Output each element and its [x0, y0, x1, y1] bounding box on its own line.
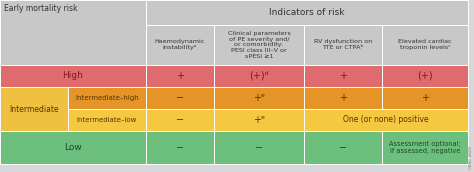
Bar	[304, 131, 382, 164]
Bar	[214, 25, 304, 65]
Bar	[382, 25, 468, 65]
Text: (+): (+)	[417, 71, 433, 81]
Text: +: +	[339, 93, 347, 103]
Text: +ᵉ: +ᵉ	[253, 93, 265, 103]
Bar	[146, 25, 214, 65]
Bar	[214, 65, 304, 87]
Bar	[214, 87, 304, 109]
Text: −: −	[255, 142, 263, 153]
Text: Elevated cardiac
troponin levelsᶜ: Elevated cardiac troponin levelsᶜ	[398, 39, 452, 50]
Text: Clinical parameters
of PE severity and/
or comorbidity:
PESI class III–V or
sPES: Clinical parameters of PE severity and/ …	[228, 31, 291, 59]
Text: Early mortality risk: Early mortality risk	[4, 4, 78, 13]
Bar	[304, 25, 382, 65]
Text: +: +	[176, 71, 184, 81]
Text: −: −	[176, 142, 184, 153]
Bar	[146, 87, 214, 109]
Text: Intermediate: Intermediate	[9, 105, 59, 114]
Bar	[382, 131, 468, 164]
Text: ©ESC 2019: ©ESC 2019	[469, 146, 473, 170]
Bar	[146, 65, 214, 87]
Bar	[146, 109, 214, 131]
Bar	[214, 109, 304, 131]
Bar	[68, 109, 146, 131]
Bar	[304, 109, 468, 131]
Bar	[0, 131, 146, 164]
Text: +ᵉ: +ᵉ	[253, 115, 265, 125]
Text: Assessment optional;
if assessed, negative: Assessment optional; if assessed, negati…	[389, 141, 461, 154]
Bar	[146, 131, 214, 164]
Text: High: High	[63, 72, 83, 80]
Text: Low: Low	[64, 143, 82, 152]
Text: Haemodynamic
instabilityᵃ: Haemodynamic instabilityᵃ	[155, 39, 205, 50]
Text: Intermediate–low: Intermediate–low	[77, 117, 137, 123]
Bar	[0, 0, 146, 65]
Text: −: −	[176, 115, 184, 125]
Bar	[214, 131, 304, 164]
Text: Intermediate–high: Intermediate–high	[75, 95, 139, 101]
Text: (+)ᵈ: (+)ᵈ	[249, 71, 269, 81]
Bar	[382, 65, 468, 87]
Text: +: +	[339, 71, 347, 81]
Text: −: −	[176, 93, 184, 103]
Text: One (or none) positive: One (or none) positive	[343, 116, 429, 125]
Bar	[146, 0, 468, 25]
Bar	[0, 65, 146, 87]
Bar	[304, 87, 382, 109]
Bar	[0, 87, 68, 131]
Text: −: −	[339, 142, 347, 153]
Bar	[304, 65, 382, 87]
Bar	[382, 87, 468, 109]
Text: RV dysfunction on
TTE or CTPAᵇ: RV dysfunction on TTE or CTPAᵇ	[314, 39, 372, 50]
Text: Indicators of risk: Indicators of risk	[269, 8, 345, 17]
Bar	[68, 87, 146, 109]
Text: +: +	[421, 93, 429, 103]
